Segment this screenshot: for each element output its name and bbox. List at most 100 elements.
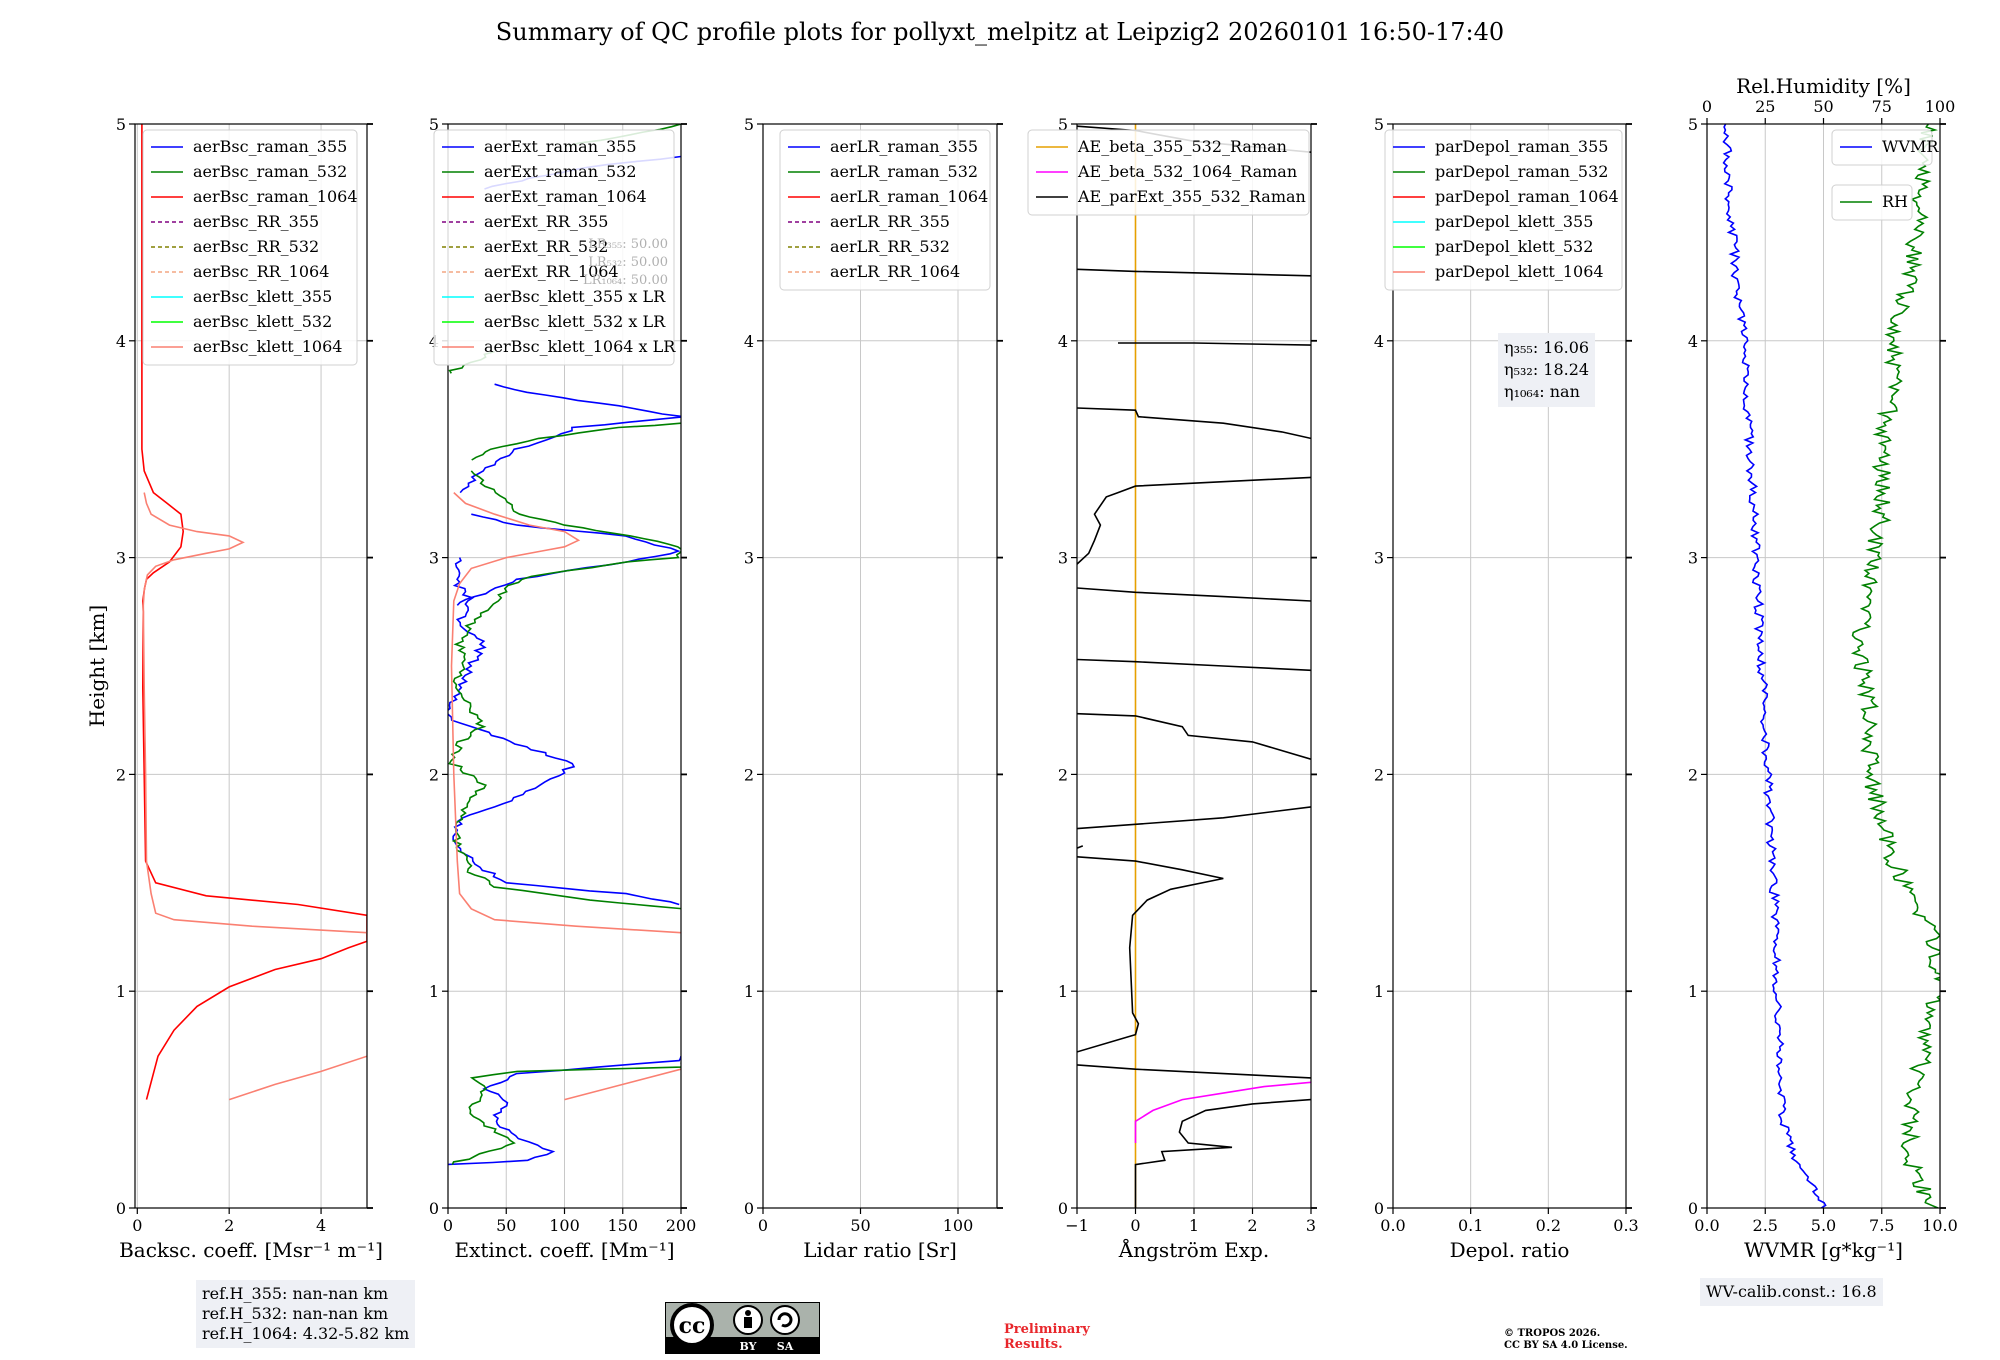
x-tick-label: 0 (758, 1216, 768, 1235)
series-line-aerExt_raman_532 (451, 1062, 681, 1165)
x2-tick-label: 50 (1813, 97, 1833, 116)
panel-bsc: 0 2 4 0 1 2 3 4 5 Backsc. coeff. [Msr⁻¹ m⁻¹] Heigh… (85, 115, 383, 1262)
y-tick-label: 3 (1058, 549, 1068, 568)
series-line-AE_parExt_355_532_Raman (1077, 856, 1224, 1053)
y-axis-label: Height [km] (85, 605, 109, 727)
y-tick-label: 4 (1058, 332, 1068, 351)
preliminary-label: Preliminary Results. (1004, 1322, 1090, 1352)
y-tick-label: 5 (116, 115, 126, 134)
series-line-RH (1850, 124, 1940, 1208)
x-tick-label: 2 (224, 1216, 234, 1235)
series-line-AE_parExt_355_532_Raman (1077, 476, 1311, 565)
y-tick-label: 1 (1058, 982, 1068, 1001)
legend-label: aerExt_raman_532 (484, 162, 637, 181)
panel-wv: 0.0 2.5 5.0 7.5 10.0 0 1 2 3 4 5 WVMR [g*kg⁻¹] 0 25 50… (1688, 74, 1958, 1262)
series-line-aerExt_raman_532 (471, 422, 681, 461)
legend-label: AE_beta_355_532_Raman (1077, 137, 1287, 156)
y-tick-label: 4 (1688, 332, 1698, 351)
eta-value: η₅₃₂: 18.24 (1504, 360, 1589, 379)
legend-label: aerLR_RR_532 (830, 237, 950, 256)
y-tick-label: 1 (744, 982, 754, 1001)
x-tick-label: 0.3 (1613, 1216, 1638, 1235)
series-line-AE_parExt_355_532_Raman (1077, 1064, 1311, 1079)
x-tick-label: 50 (496, 1216, 516, 1235)
axes-frame (762, 123, 998, 1209)
x-tick-label: 200 (666, 1216, 697, 1235)
axes-frame (1392, 123, 1627, 1209)
legend-label: aerLR_RR_355 (830, 212, 950, 231)
legend-label: aerExt_RR_1064 (484, 262, 619, 281)
x-tick-label: −1 (1065, 1216, 1089, 1235)
legend-label: aerBsc_RR_355 (193, 212, 319, 231)
series-line-AE_parExt_355_532_Raman (1077, 587, 1311, 602)
legend-label: parDepol_raman_1064 (1435, 187, 1619, 206)
y-tick-label: 4 (744, 332, 754, 351)
y-tick-label: 5 (1688, 115, 1698, 134)
legend-frame (142, 129, 358, 366)
legend-label: aerBsc_klett_355 x LR (484, 287, 666, 306)
y-tick-label: 3 (1374, 549, 1384, 568)
x2-tick-label: 0 (1702, 97, 1712, 116)
y-tick-label: 0 (1374, 1199, 1384, 1218)
eta-value: η₁₀₆₄: nan (1504, 382, 1580, 401)
cc-by-sa-logo: cc BY SA (665, 1302, 820, 1354)
x-axis-label: Ångström Exp. (1118, 1237, 1269, 1262)
x-tick-label: 5.0 (1811, 1216, 1836, 1235)
series-line-AE_parExt_355_532_Raman (1077, 845, 1084, 849)
preliminary-line1: Preliminary (1004, 1322, 1090, 1337)
legend: parDepol_raman_355 parDepol_raman_532 parD… (1384, 129, 1623, 291)
legend-label: aerBsc_raman_355 (193, 137, 347, 156)
wv-calib-constant: WV-calib.const.: 16.8 (1706, 1282, 1877, 1301)
legend-label: aerBsc_klett_532 (193, 312, 332, 331)
x-tick-label: 10.0 (1922, 1216, 1958, 1235)
series-line-AE_parExt_355_532_Raman (1077, 712, 1311, 760)
x-tick-label: 1 (1189, 1216, 1199, 1235)
legend-label: aerExt_raman_355 (484, 137, 637, 156)
legend-label: aerBsc_raman_532 (193, 162, 347, 181)
x-axis-label: Backsc. coeff. [Msr⁻¹ m⁻¹] (119, 1238, 383, 1262)
x2-tick-label: 100 (1925, 97, 1956, 116)
series-line-AE_parExt_355_532_Raman (1077, 407, 1311, 440)
legend: aerBsc_raman_355 aerBsc_raman_532 aerBsc_r… (142, 129, 358, 366)
preliminary-line2: Results. (1004, 1337, 1063, 1352)
y-tick-label: 3 (116, 549, 126, 568)
y-tick-label: 5 (1374, 115, 1384, 134)
legend: WVMR (1831, 129, 1939, 166)
eta-value: η₃₅₅: 16.06 (1504, 338, 1589, 357)
legend-label: aerBsc_klett_1064 x LR (484, 337, 676, 356)
axes-frame (134, 123, 368, 1209)
legend-label: parDepol_raman_355 (1435, 137, 1608, 156)
x-tick-label: 0 (443, 1216, 453, 1235)
series-line-AE_parExt_355_532_Raman (1077, 806, 1311, 830)
by-mark: BY (740, 1340, 757, 1353)
lidar-ratio-annotation: LR₁₀₆₄: 50.00 (583, 273, 668, 288)
legend: aerLR_raman_355 aerLR_raman_532 aerLR_rama… (779, 129, 991, 291)
x-tick-label: 50 (850, 1216, 870, 1235)
series-line-AE_beta_532_1064_Raman (1134, 1081, 1311, 1143)
x-tick-label: 0.2 (1536, 1216, 1561, 1235)
legend-label: aerBsc_klett_1064 (193, 337, 342, 356)
x-tick-label: 0.1 (1458, 1216, 1483, 1235)
copyright-notice: © TROPOS 2026. CC BY SA 4.0 License. (1504, 1328, 1628, 1352)
x2-axis-label: Rel.Humidity [%] (1736, 74, 1911, 98)
legend-label: aerLR_raman_1064 (830, 187, 988, 206)
y-tick-label: 4 (1374, 332, 1384, 351)
copyright-line2: CC BY SA 4.0 License. (1504, 1340, 1628, 1351)
legend-label: aerBsc_RR_1064 (193, 262, 329, 281)
legend-label: parDepol_klett_1064 (1435, 262, 1604, 281)
series-line-aerExt_raman_355 (459, 383, 681, 494)
x-axis-label: WVMR [g*kg⁻¹] (1744, 1238, 1903, 1262)
series-line-aerBsc_klett_1064 x LR (450, 492, 681, 934)
y-tick-label: 1 (116, 982, 126, 1001)
legend-label: RH (1882, 192, 1908, 211)
series-line-WVMR (1722, 124, 1827, 1208)
y-tick-label: 0 (744, 1199, 754, 1218)
cc-mark: cc (679, 1313, 706, 1339)
y-tick-label: 2 (1374, 765, 1384, 784)
x2-tick-label: 25 (1755, 97, 1775, 116)
y-tick-label: 3 (429, 549, 439, 568)
x-tick-label: 4 (316, 1216, 326, 1235)
legend-label: aerBsc_klett_532 x LR (484, 312, 666, 331)
y-tick-label: 2 (1058, 765, 1068, 784)
series-line-aerBsc_klett_1064 (228, 1055, 367, 1101)
